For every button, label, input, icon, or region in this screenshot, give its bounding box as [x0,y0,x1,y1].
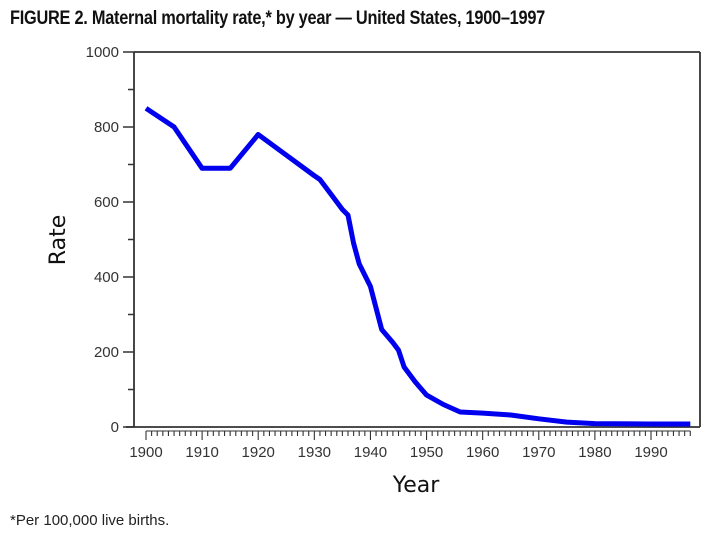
y-tick-label: 800 [94,119,119,136]
y-tick-label: 0 [111,419,119,436]
footnote: *Per 100,000 live births. [10,512,170,529]
x-tick-label: 1990 [634,444,667,461]
x-axis: 1900 1910 1920 1930 1940 1950 1960 1970 1980 1990 [129,430,691,461]
x-tick-label: 1980 [578,444,611,461]
x-tick-label: 1970 [522,444,555,461]
y-axis: 0 200 400 600 800 1000 [86,44,134,436]
y-tick-label: 1000 [86,44,119,61]
x-tick-label: 1940 [354,444,387,461]
x-tick-label: 1910 [185,444,218,461]
y-tick-label: 200 [94,344,119,361]
x-tick-label: 1920 [242,444,275,461]
series-line [144,106,691,427]
series-group [144,106,691,427]
x-tick-label: 1960 [466,444,499,461]
y-tick-label: 600 [94,194,119,211]
x-axis-title: Year [392,473,441,498]
y-axis-title: Rate [46,215,71,265]
x-tick-label: 1900 [129,444,162,461]
y-tick-label: 400 [94,269,119,286]
x-tick-label: 1950 [410,444,443,461]
plot-frame [126,51,701,428]
x-tick-label: 1930 [298,444,331,461]
figure-title: FIGURE 2. Maternal mortality rate,* by y… [10,8,546,29]
